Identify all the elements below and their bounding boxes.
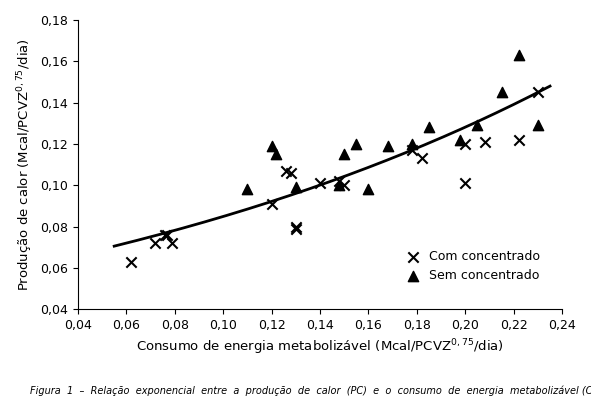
Sem concentrado: [291, 184, 300, 190]
Com concentrado: [267, 200, 277, 207]
Com concentrado: [514, 136, 523, 143]
Com concentrado: [286, 170, 296, 176]
Sem concentrado: [339, 151, 349, 158]
Com concentrado: [460, 141, 470, 147]
Com concentrado: [291, 223, 300, 230]
Y-axis label: Produção de calor (Mcal/PCVZ$^{0,75}$/dia): Produção de calor (Mcal/PCVZ$^{0,75}$/di…: [15, 38, 35, 291]
Com concentrado: [151, 240, 160, 246]
Sem concentrado: [383, 143, 392, 149]
Sem concentrado: [335, 182, 344, 188]
Com concentrado: [335, 178, 344, 184]
Sem concentrado: [497, 89, 506, 96]
Sem concentrado: [243, 186, 252, 192]
Sem concentrado: [267, 143, 277, 149]
Com concentrado: [417, 155, 427, 162]
Sem concentrado: [456, 136, 465, 143]
Com concentrado: [460, 180, 470, 186]
Com concentrado: [168, 240, 177, 246]
X-axis label: Consumo de energia metabolizável (Mcal/PCVZ$^{0,75}$/dia): Consumo de energia metabolizável (Mcal/P…: [136, 337, 504, 357]
Com concentrado: [480, 139, 489, 145]
Com concentrado: [281, 168, 291, 174]
Sem concentrado: [424, 124, 434, 130]
Sem concentrado: [533, 122, 543, 128]
Text: Figura  1  –  Relação  exponencial  entre  a  produção  de  calor  (PC)  e  o  c: Figura 1 – Relação exponencial entre a p…: [30, 386, 591, 396]
Com concentrado: [160, 232, 170, 238]
Com concentrado: [407, 147, 417, 153]
Sem concentrado: [514, 52, 523, 58]
Com concentrado: [126, 258, 136, 265]
Com concentrado: [163, 232, 172, 238]
Com concentrado: [315, 180, 324, 186]
Sem concentrado: [352, 141, 361, 147]
Sem concentrado: [473, 122, 482, 128]
Com concentrado: [339, 182, 349, 188]
Sem concentrado: [363, 186, 373, 192]
Com concentrado: [291, 225, 300, 232]
Sem concentrado: [272, 151, 281, 158]
Sem concentrado: [407, 141, 417, 147]
Com concentrado: [533, 89, 543, 96]
Legend: Com concentrado, Sem concentrado: Com concentrado, Sem concentrado: [398, 244, 546, 288]
